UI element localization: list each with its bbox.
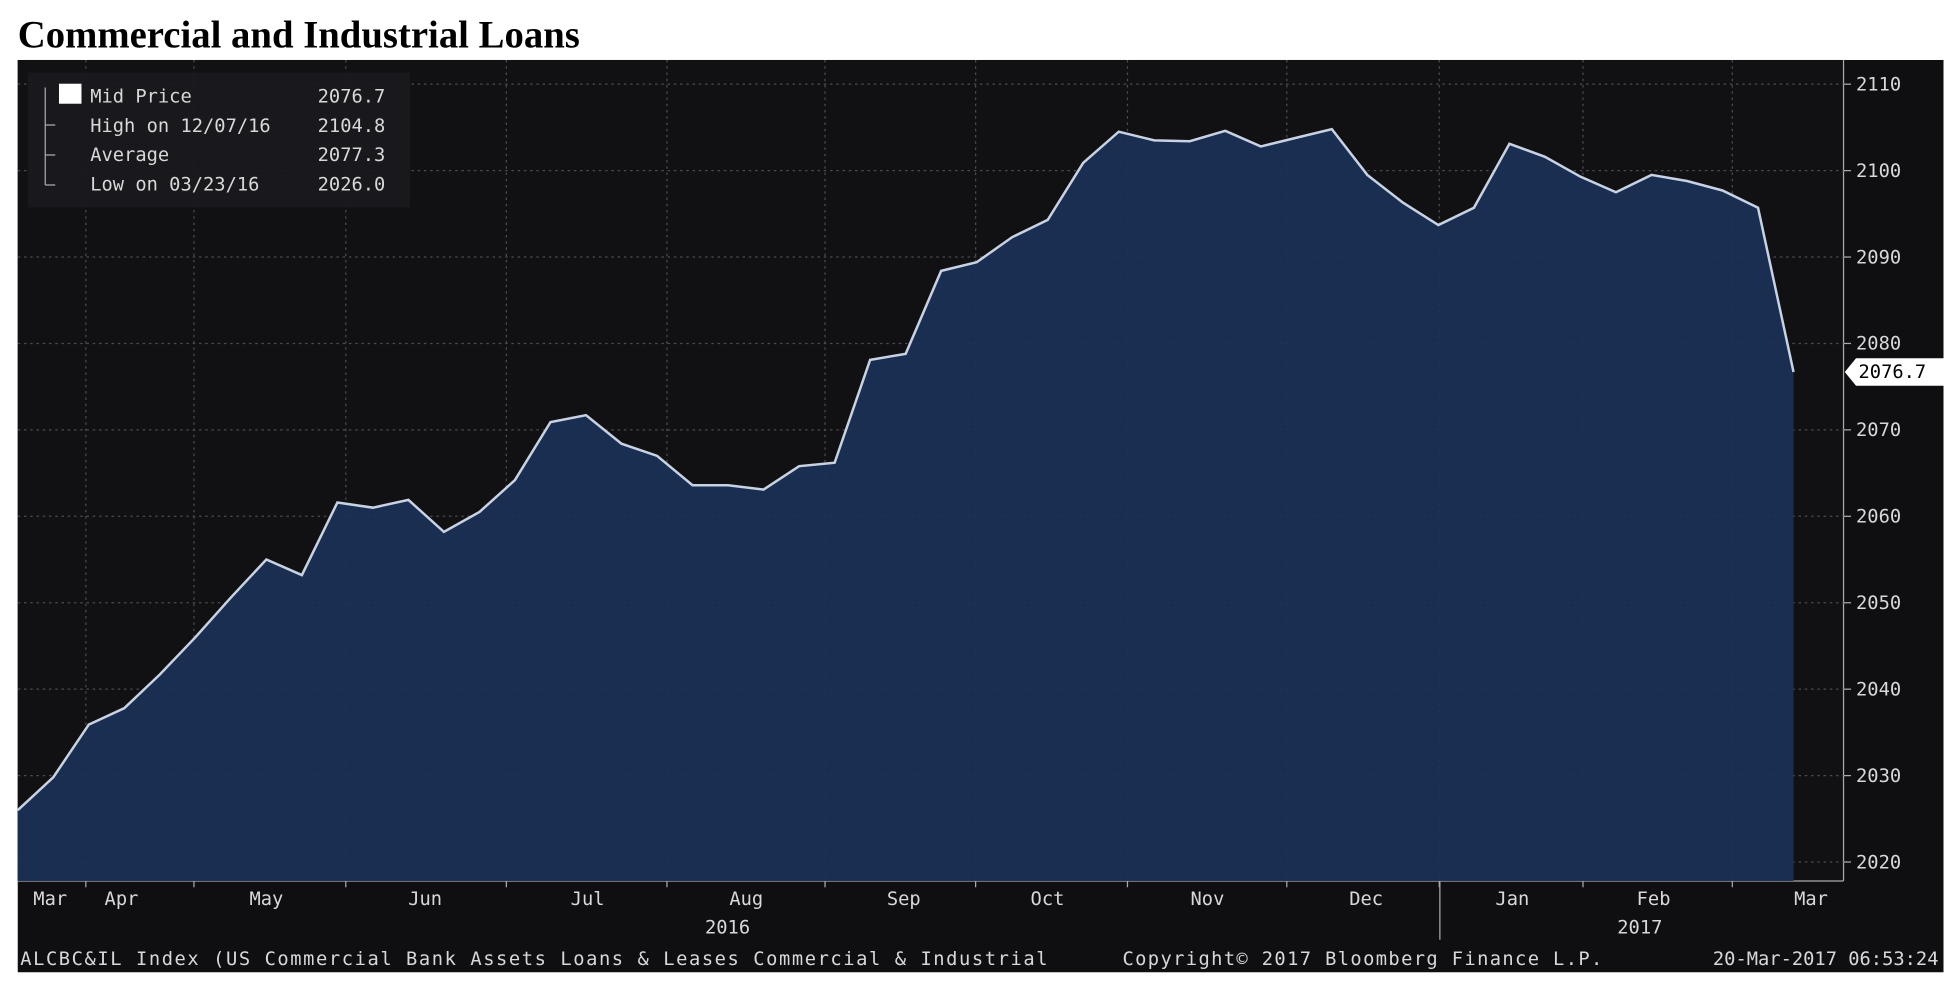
legend-value: 2077.3 bbox=[318, 145, 386, 166]
x-tick-label: Mar bbox=[33, 889, 67, 910]
x-tick-label: Apr bbox=[105, 889, 139, 910]
x-tick-label: Mar bbox=[1794, 889, 1828, 910]
legend-name: High on 12/07/16 bbox=[90, 116, 270, 137]
x-tick-label: Aug bbox=[729, 889, 763, 910]
y-tick-label: 2030 bbox=[1856, 766, 1901, 787]
legend-tree bbox=[44, 87, 56, 186]
y-tick-label: 2070 bbox=[1856, 420, 1901, 441]
y-tick-label: 2090 bbox=[1856, 247, 1901, 268]
legend-box bbox=[27, 72, 411, 208]
legend: Mid Price 2076.7 High on 12/07/16 2104.8 Ave… bbox=[27, 72, 411, 208]
legend-swatch bbox=[58, 83, 82, 104]
legend-value: 2026.0 bbox=[318, 175, 386, 196]
x-tick-label: Jul bbox=[571, 889, 605, 910]
line bbox=[16, 127, 1795, 812]
year-label: 2017 bbox=[1617, 918, 1662, 939]
x-tick-label: Jan bbox=[1495, 889, 1529, 910]
y-tick-label: 2080 bbox=[1856, 334, 1901, 355]
x-tick-label: Feb bbox=[1637, 889, 1671, 910]
x-tick-label: Sep bbox=[887, 889, 921, 910]
chart-title: Commercial and Industrial Loans bbox=[18, 13, 580, 56]
area bbox=[17, 129, 1794, 882]
x-tick-label: Oct bbox=[1031, 889, 1065, 910]
y-tick-label: 2050 bbox=[1856, 593, 1901, 614]
y-tick-label: 2110 bbox=[1856, 74, 1901, 95]
x-tick-label: Nov bbox=[1191, 889, 1225, 910]
x-tick-label: Jun bbox=[408, 889, 442, 910]
y-tick-label: 2020 bbox=[1856, 852, 1901, 873]
y-tick-label: 2040 bbox=[1856, 679, 1901, 700]
y-tick-label: 2100 bbox=[1856, 161, 1901, 182]
y-tick-label: 2060 bbox=[1856, 507, 1901, 528]
footer-right: 20-Mar-2017 06:53:24 bbox=[1713, 949, 1939, 970]
legend-name: Mid Price bbox=[90, 86, 192, 107]
last-value-label: 2076.7 bbox=[1859, 362, 1927, 383]
year-label: 2016 bbox=[705, 918, 750, 939]
legend-name: Low on 03/23/16 bbox=[90, 175, 259, 196]
legend-name: Average bbox=[90, 145, 169, 166]
legend-value: 2076.7 bbox=[318, 86, 386, 107]
last-value-box bbox=[1844, 358, 1944, 386]
x-tick-label: Dec bbox=[1349, 889, 1383, 910]
x-tick-label: May bbox=[250, 889, 284, 910]
legend-value: 2104.8 bbox=[318, 116, 386, 137]
footer-center: Copyright© 2017 Bloomberg Finance L.P. bbox=[1122, 949, 1602, 970]
